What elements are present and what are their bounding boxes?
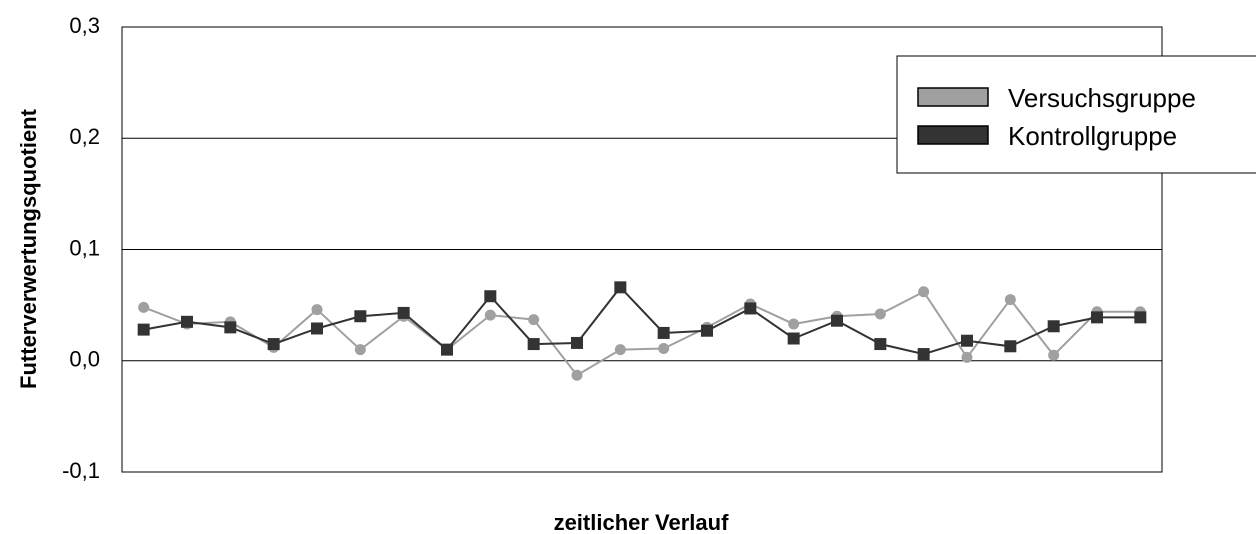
y-axis-ticks: -0,1 0,0 0,1 0,2 0,3: [62, 13, 100, 483]
legend: Versuchsgruppe Kontrollgruppe: [896, 55, 1256, 174]
data-point-versuchsgruppe: [571, 369, 583, 381]
plot-area-frame: [121, 26, 1163, 473]
data-point-versuchsgruppe: [1004, 294, 1016, 306]
data-point-versuchsgruppe: [961, 351, 973, 363]
data-point-kontrollgruppe: [484, 290, 497, 303]
data-point-versuchsgruppe: [874, 308, 886, 320]
data-point-kontrollgruppe: [571, 336, 583, 349]
legend-label-kontrollgruppe: Kontrollgruppe: [1008, 121, 1177, 151]
data-point-versuchsgruppe: [354, 344, 366, 356]
data-point-kontrollgruppe: [1004, 340, 1017, 353]
series-layer: [137, 281, 1147, 381]
y-tick-label: 0,3: [69, 13, 100, 38]
data-point-versuchsgruppe: [614, 344, 626, 356]
data-point-versuchsgruppe: [138, 301, 150, 313]
legend-label-versuchsgruppe: Versuchsgruppe: [1008, 83, 1196, 113]
legend-box: [896, 55, 1256, 174]
data-point-versuchsgruppe: [1048, 349, 1060, 361]
data-point-kontrollgruppe: [787, 332, 800, 345]
legend-swatch-kontrollgruppe: [917, 125, 989, 145]
data-point-versuchsgruppe: [658, 343, 670, 355]
data-point-kontrollgruppe: [397, 306, 410, 319]
y-tick-label: 0,2: [69, 124, 100, 149]
data-point-kontrollgruppe: [917, 348, 930, 361]
data-point-versuchsgruppe: [788, 318, 800, 330]
data-point-kontrollgruppe: [354, 310, 367, 323]
data-point-kontrollgruppe: [1134, 311, 1147, 324]
data-point-kontrollgruppe: [831, 314, 843, 327]
data-point-kontrollgruppe: [1047, 320, 1060, 333]
data-point-kontrollgruppe: [137, 323, 150, 336]
data-point-versuchsgruppe: [311, 304, 323, 316]
data-point-kontrollgruppe: [1091, 311, 1103, 324]
data-point-kontrollgruppe: [311, 322, 323, 335]
legend-swatch-versuchsgruppe: [917, 87, 989, 107]
data-point-kontrollgruppe: [224, 321, 237, 334]
y-tick-label: 0,0: [69, 347, 100, 372]
x-axis-title: zeitlicher Verlauf: [554, 510, 730, 534]
data-point-versuchsgruppe: [918, 286, 930, 298]
data-point-kontrollgruppe: [701, 324, 713, 337]
data-point-versuchsgruppe: [484, 309, 496, 321]
y-tick-label: -0,1: [62, 458, 100, 483]
data-point-kontrollgruppe: [267, 338, 280, 351]
data-point-kontrollgruppe: [657, 326, 670, 339]
data-point-kontrollgruppe: [961, 334, 973, 347]
series-line-kontrollgruppe: [143, 285, 1141, 356]
data-point-kontrollgruppe: [441, 343, 453, 356]
y-axis-title: Futterverwertungsquotient: [16, 108, 41, 389]
data-point-kontrollgruppe: [744, 302, 757, 315]
data-point-kontrollgruppe: [614, 281, 627, 294]
data-point-kontrollgruppe: [527, 338, 540, 351]
data-point-versuchsgruppe: [528, 314, 540, 326]
data-point-kontrollgruppe: [181, 315, 193, 328]
series-line-versuchsgruppe: [143, 290, 1141, 377]
y-tick-label: 0,1: [69, 235, 100, 260]
data-point-kontrollgruppe: [874, 338, 887, 351]
